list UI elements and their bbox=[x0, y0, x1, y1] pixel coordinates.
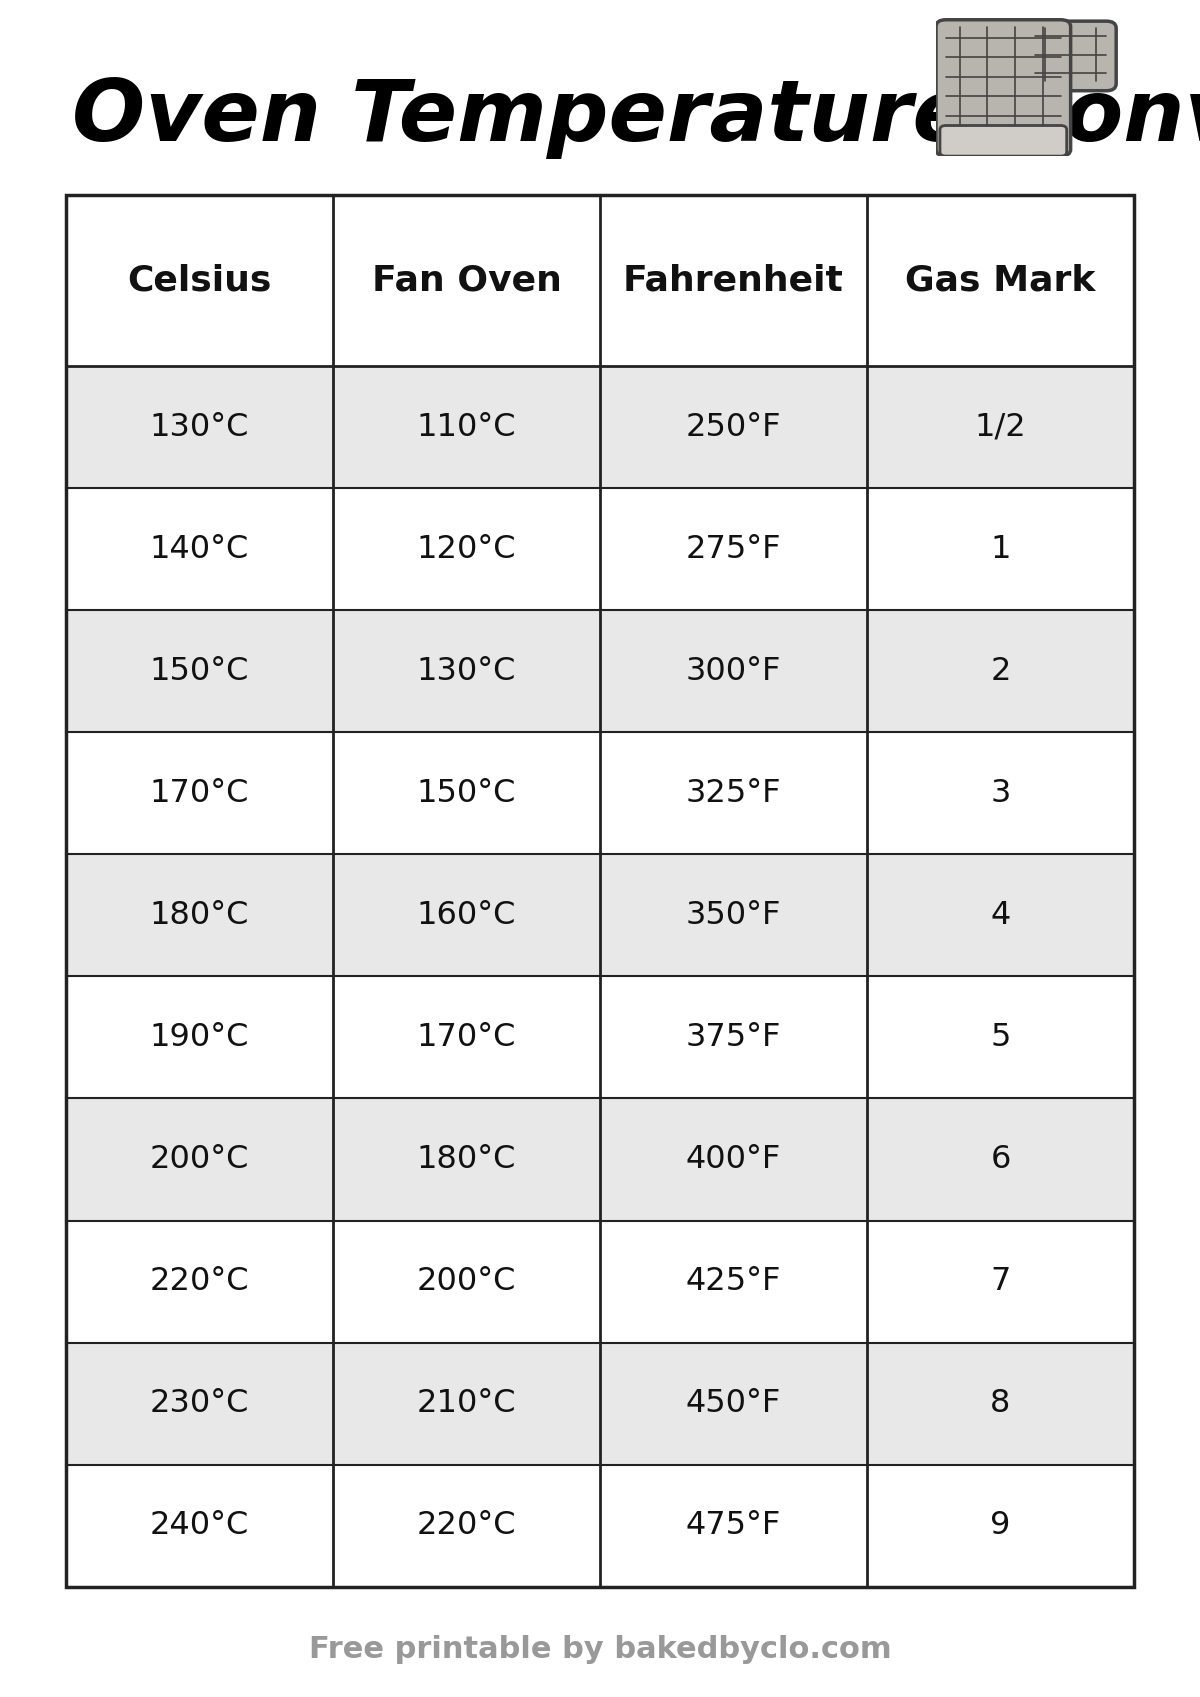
Text: 110°C: 110°C bbox=[416, 412, 516, 443]
Text: 325°F: 325°F bbox=[685, 777, 781, 809]
Text: 210°C: 210°C bbox=[416, 1388, 516, 1419]
Text: 475°F: 475°F bbox=[686, 1510, 781, 1541]
Text: 180°C: 180°C bbox=[150, 899, 250, 932]
Text: 400°F: 400°F bbox=[686, 1144, 781, 1174]
Text: 1/2: 1/2 bbox=[974, 412, 1026, 443]
Text: 150°C: 150°C bbox=[416, 777, 516, 809]
Text: 275°F: 275°F bbox=[685, 533, 781, 565]
Text: 3: 3 bbox=[990, 777, 1010, 809]
Bar bbox=[66, 1098, 1134, 1220]
Bar bbox=[66, 489, 1134, 611]
Text: 1: 1 bbox=[990, 533, 1010, 565]
Text: 230°C: 230°C bbox=[150, 1388, 250, 1419]
Bar bbox=[66, 854, 1134, 976]
Text: 220°C: 220°C bbox=[416, 1510, 516, 1541]
Text: 8: 8 bbox=[990, 1388, 1010, 1419]
Text: 375°F: 375°F bbox=[686, 1022, 781, 1052]
Text: 425°F: 425°F bbox=[686, 1266, 781, 1297]
FancyBboxPatch shape bbox=[940, 126, 1067, 156]
Text: 4: 4 bbox=[990, 899, 1010, 932]
Text: 140°C: 140°C bbox=[150, 533, 250, 565]
Bar bbox=[66, 731, 1134, 854]
Text: 190°C: 190°C bbox=[150, 1022, 250, 1052]
Text: 7: 7 bbox=[990, 1266, 1010, 1297]
Text: 180°C: 180°C bbox=[416, 1144, 516, 1174]
Bar bbox=[66, 1342, 1134, 1465]
FancyBboxPatch shape bbox=[936, 20, 1070, 156]
Text: 350°F: 350°F bbox=[686, 899, 781, 932]
Text: 2: 2 bbox=[990, 655, 1010, 687]
Text: 200°C: 200°C bbox=[150, 1144, 250, 1174]
Text: 450°F: 450°F bbox=[686, 1388, 781, 1419]
Text: 6: 6 bbox=[990, 1144, 1010, 1174]
Text: 130°C: 130°C bbox=[416, 655, 516, 687]
Text: 170°C: 170°C bbox=[416, 1022, 516, 1052]
Text: 200°C: 200°C bbox=[416, 1266, 516, 1297]
Bar bbox=[66, 195, 1134, 1587]
Text: 250°F: 250°F bbox=[685, 412, 781, 443]
Text: 9: 9 bbox=[990, 1510, 1010, 1541]
Text: Fan Oven: Fan Oven bbox=[372, 263, 562, 297]
Text: 220°C: 220°C bbox=[150, 1266, 250, 1297]
Bar bbox=[66, 1465, 1134, 1587]
Bar bbox=[66, 1220, 1134, 1342]
Text: 160°C: 160°C bbox=[416, 899, 516, 932]
Text: 150°C: 150°C bbox=[150, 655, 250, 687]
Text: 170°C: 170°C bbox=[150, 777, 250, 809]
Bar bbox=[66, 976, 1134, 1098]
Bar bbox=[66, 195, 1134, 367]
Text: Free printable by bakedbyclo.com: Free printable by bakedbyclo.com bbox=[308, 1634, 892, 1665]
Text: 300°F: 300°F bbox=[686, 655, 781, 687]
Text: Oven Temperature Conversion: Oven Temperature Conversion bbox=[72, 76, 1200, 160]
Text: Fahrenheit: Fahrenheit bbox=[623, 263, 844, 297]
Text: 130°C: 130°C bbox=[150, 412, 250, 443]
Text: 5: 5 bbox=[990, 1022, 1010, 1052]
Text: 240°C: 240°C bbox=[150, 1510, 250, 1541]
FancyBboxPatch shape bbox=[1021, 20, 1116, 90]
Text: Celsius: Celsius bbox=[127, 263, 271, 297]
Bar bbox=[66, 367, 1134, 489]
Text: 120°C: 120°C bbox=[416, 533, 516, 565]
Text: Gas Mark: Gas Mark bbox=[905, 263, 1096, 297]
Bar bbox=[66, 611, 1134, 731]
